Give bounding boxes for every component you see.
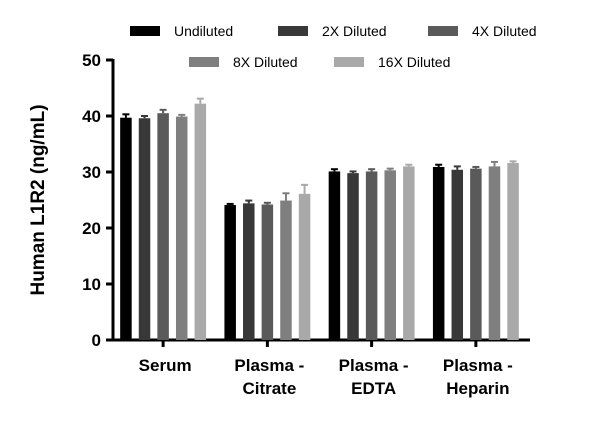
bar — [175, 116, 188, 340]
x-tick-label: Citrate — [242, 379, 296, 398]
bar — [261, 204, 274, 340]
bar — [384, 170, 396, 340]
x-tick-label: Plasma - — [443, 356, 513, 375]
bar — [280, 200, 292, 340]
x-tick-label: Plasma - — [234, 356, 304, 375]
bar — [403, 166, 415, 340]
x-tick-label: Plasma - — [339, 356, 409, 375]
axes: 0 10 20 30 40 50 Serum Plasma - Citrate Plasma - E… — [82, 51, 530, 398]
bar — [194, 103, 207, 341]
legend-swatch — [189, 57, 219, 67]
legend-label: 2X Diluted — [322, 23, 387, 39]
bar — [138, 118, 151, 341]
x-tick-label: Serum — [139, 356, 192, 375]
bar — [451, 169, 464, 340]
legend-swatch — [130, 26, 160, 36]
bar — [298, 193, 311, 340]
bar — [432, 166, 445, 340]
y-tick-label: 50 — [82, 51, 101, 70]
y-axis-title: Human L1R2 (ng/mL) — [28, 104, 49, 295]
bar — [120, 117, 132, 341]
y-tick-label: 20 — [82, 219, 101, 238]
bar — [224, 205, 236, 340]
y-tick-label: 40 — [82, 107, 101, 126]
x-tick-label: Heparin — [446, 379, 509, 398]
legend-label: 16X Diluted — [378, 54, 450, 70]
legend-label: 8X Diluted — [233, 54, 298, 70]
legend-label: Undiluted — [174, 23, 233, 39]
y-tick-label: 0 — [92, 331, 101, 350]
bar — [157, 113, 169, 340]
bar — [488, 166, 501, 340]
y-tick-label: 10 — [82, 275, 101, 294]
legend: Undiluted 2X Diluted 4X Diluted 8X Diluted 1… — [130, 23, 537, 70]
bar — [507, 163, 519, 340]
x-tick-label: EDTA — [351, 379, 396, 398]
bar — [328, 171, 341, 340]
legend-swatch — [428, 26, 458, 36]
legend-label: 4X Diluted — [472, 23, 537, 39]
legend-swatch — [278, 26, 308, 36]
y-tick-label: 30 — [82, 163, 101, 182]
legend-swatch — [334, 57, 364, 67]
bar — [365, 171, 378, 340]
bar — [243, 203, 255, 340]
bars — [120, 97, 519, 341]
bar — [470, 168, 482, 340]
bar — [347, 173, 359, 340]
